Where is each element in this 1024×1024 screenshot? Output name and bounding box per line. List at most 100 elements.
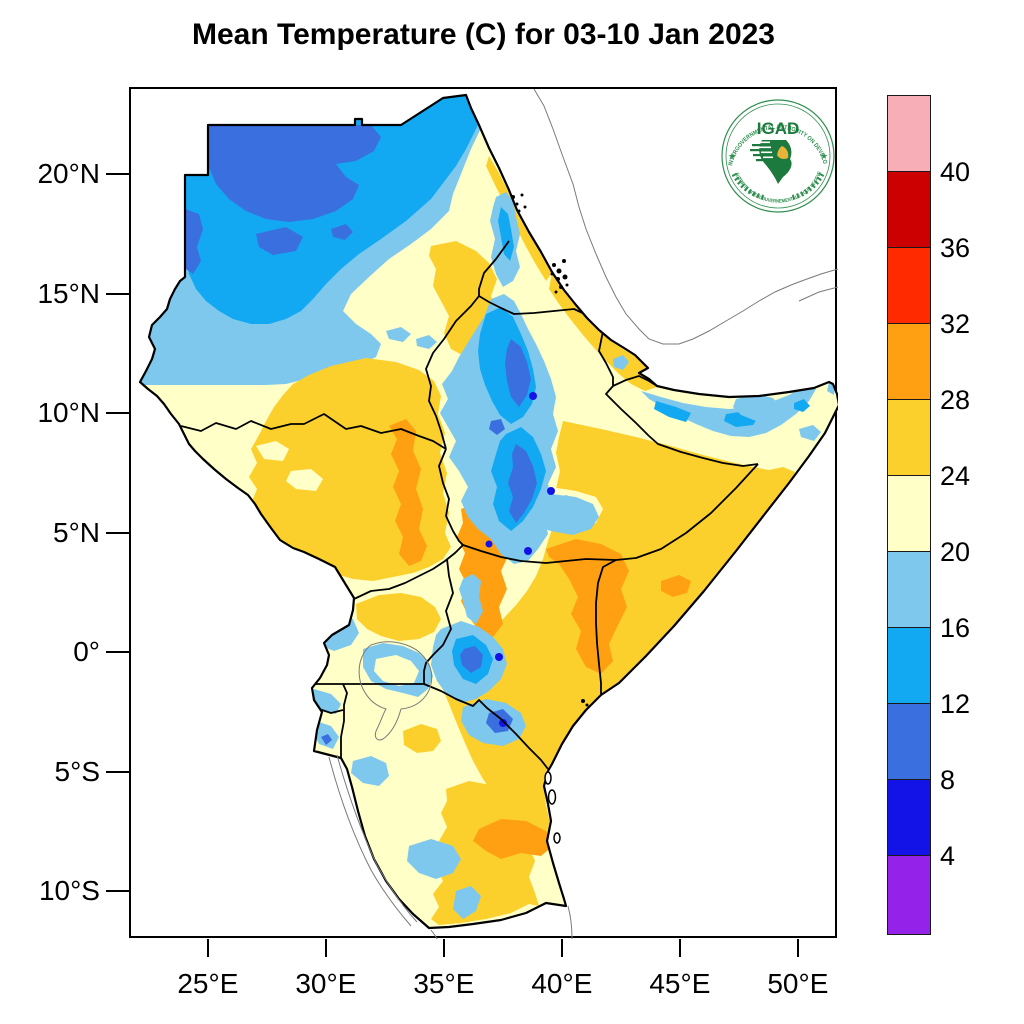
lon-tick: [442, 939, 445, 957]
lat-tick-label: 10°N: [37, 397, 100, 429]
band-16-20-tz: [351, 756, 389, 786]
colorbar-label: 36: [940, 233, 971, 263]
lat-tick-label: 10°S: [38, 875, 100, 907]
colorbar-label: 32: [940, 309, 971, 339]
country-borders: [180, 240, 759, 770]
colorbar-label: 4: [940, 841, 956, 871]
colorbar-band-24_28: [888, 400, 930, 476]
lon-tick-label: 35°E: [413, 968, 475, 999]
band-24-28-east: [441, 421, 795, 835]
border-tanzania-north: [313, 683, 549, 770]
colorbar-label: 24: [940, 461, 971, 491]
band-8-12-northwest: [207, 125, 381, 222]
border-southsudan-ethiopia: [438, 448, 464, 546]
band-24-28-tz-south: [431, 781, 539, 925]
lake-victoria-outline: [358, 641, 433, 741]
page-title: Mean Temperature (C) for 03-10 Jan 2023: [192, 18, 775, 51]
lon-tick-label: 40°E: [531, 968, 593, 999]
logo-igad-text: IGAD: [757, 119, 800, 138]
band-24-28-redsea-coast: [486, 156, 552, 281]
lat-tick-label: 15°N: [37, 277, 100, 309]
band-8-12-spot: [321, 734, 332, 745]
border-sudan-eritrea: [478, 240, 510, 296]
red-sea-islands: [511, 193, 589, 707]
band-4-8-spot: [547, 487, 555, 495]
colorbar-label: 8: [940, 765, 956, 795]
band-12-16-spot: [654, 401, 691, 422]
tanzania-islands: [544, 771, 561, 844]
logo-star-left-icon: ★: [728, 151, 736, 161]
colorbar-band-gt40: [888, 96, 930, 172]
map-frame: [129, 87, 838, 939]
band-4-8-kilimanjaro: [499, 719, 507, 727]
temperature-field: [140, 95, 838, 928]
border-southsudan-uganda-kenya: [353, 544, 464, 600]
band-20-24-lake-victoria: [374, 655, 419, 686]
yemen-border-line: [798, 286, 838, 302]
logo-laurel-left: [731, 172, 767, 201]
band-4-8-spot: [529, 392, 537, 400]
band-28-32-spot: [661, 575, 691, 597]
border-rwanda-burundi: [318, 683, 348, 758]
band-8-12-blob: [331, 224, 353, 240]
lat-tick: [106, 531, 129, 534]
lat-tick-label: 0°: [73, 636, 100, 668]
region-outline: [138, 93, 838, 930]
band-16-20-puntland: [733, 394, 781, 421]
band-20-24-gap: [286, 469, 323, 491]
band-8-12-kilimanjaro: [486, 709, 513, 733]
colorbar-band-4_8: [888, 780, 930, 856]
band-16-20-island: [386, 327, 411, 342]
lat-tick: [106, 890, 129, 893]
logo-igad-region: [777, 146, 789, 159]
lat-tick: [106, 173, 129, 176]
band-28-32-tanzania: [473, 819, 553, 859]
band-16-20-puntland: [799, 425, 821, 441]
colorbar-band-32_36: [888, 248, 930, 324]
lon-tick-label: 50°E: [767, 968, 829, 999]
band-24-28-uganda: [356, 593, 441, 641]
colorbar-band-16_20: [888, 552, 930, 628]
colorbar-band-12_16: [888, 628, 930, 704]
colorbar-label: 16: [940, 613, 971, 643]
border-ethiopia-kenya: [462, 544, 617, 564]
band-12-16-spot: [794, 399, 810, 412]
logo-star-right-icon: ★: [820, 151, 828, 161]
band-20-24-gap: [256, 441, 289, 461]
lon-tick: [324, 939, 327, 957]
mozambique-malawi-lines: [430, 905, 573, 939]
colorbar-band-lt4: [888, 856, 930, 934]
border-kenya-somalia: [595, 559, 617, 695]
colorbar-label: 40: [940, 157, 971, 187]
lon-tick: [560, 939, 563, 957]
border-ethiopia-somaliland: [605, 385, 759, 467]
band-24-28-danakil: [549, 273, 657, 391]
border-uganda-kenya: [423, 558, 454, 684]
band-16-20-rift: [459, 574, 483, 624]
band-8-12-blob: [185, 209, 203, 274]
igad-logo: INTERGOVERNMENTAL AUTHORITY ON DEVELOPME…: [721, 99, 835, 213]
colorbar-band-28_32: [888, 324, 930, 400]
band-8-12-highlands-s: [508, 444, 537, 523]
temperature-colorbar: [887, 95, 931, 935]
band-28-32-sudan-ethiopia: [389, 419, 427, 566]
colorbar-band-8_12: [888, 704, 930, 780]
colorbar-label: 12: [940, 689, 971, 719]
arabia-coastline: [533, 89, 838, 345]
lon-tick: [206, 939, 209, 957]
colorbar-band-36_40: [888, 172, 930, 248]
band-16-20-uganda: [301, 641, 319, 659]
lake-tanganyika-outline: [328, 754, 418, 927]
border-sudan-southsudan: [180, 413, 447, 450]
colorbar-label: 28: [940, 385, 971, 415]
logo-africa-map: [750, 140, 792, 184]
lat-tick-label: 20°N: [37, 158, 100, 190]
islands: [511, 193, 589, 844]
colorbar-label: 20: [940, 537, 971, 567]
logo-inner-ring: [725, 103, 831, 209]
band-8-12-highlands-n: [505, 339, 531, 407]
band-16-20-tz: [453, 886, 481, 919]
band-8-12-kenya: [460, 646, 483, 673]
lat-tick: [106, 292, 129, 295]
